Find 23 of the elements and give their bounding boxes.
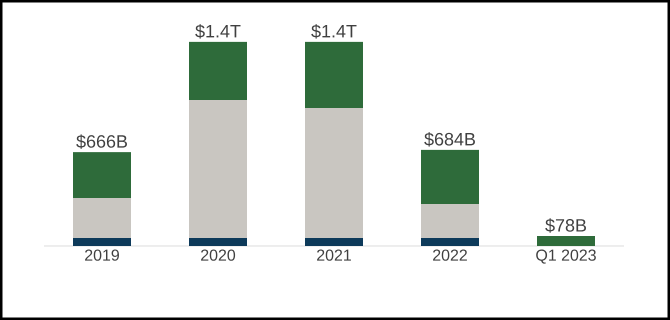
- bar: [73, 152, 131, 198]
- bar: [305, 108, 363, 238]
- bar: [537, 236, 595, 246]
- x-tick-label: 2020: [201, 250, 236, 261]
- annotation: $666B: [76, 134, 127, 149]
- bar: [421, 204, 479, 238]
- bar: [421, 150, 479, 204]
- bar: [421, 238, 479, 246]
- annotation: $684B: [424, 132, 475, 147]
- bar: [73, 238, 131, 246]
- bar: [189, 100, 247, 238]
- bar: [73, 198, 131, 238]
- x-tick-label: 2021: [317, 250, 351, 261]
- annotation: $1.4T: [195, 24, 241, 39]
- bar: [305, 42, 363, 108]
- bar: [189, 238, 247, 246]
- bar: [189, 42, 247, 100]
- x-tick-label: 2022: [433, 250, 467, 261]
- x-tick-label: 2019: [85, 250, 119, 261]
- annotation: $1.4T: [311, 24, 357, 39]
- annotation: $78B: [545, 218, 586, 233]
- bar: [305, 238, 363, 246]
- x-tick-label: Q1 2023: [536, 250, 596, 264]
